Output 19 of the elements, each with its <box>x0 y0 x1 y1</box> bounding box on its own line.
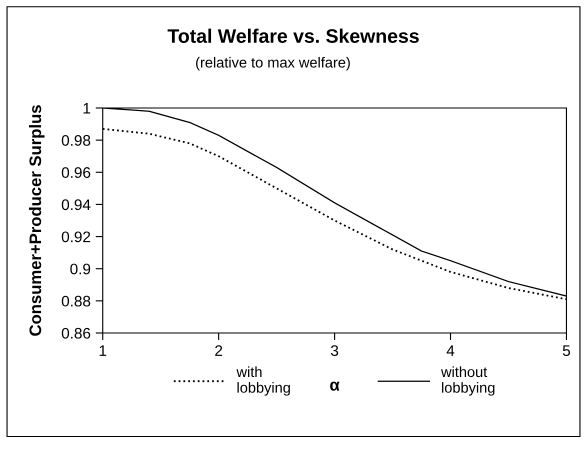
y-tick-label: 0.88 <box>62 296 90 307</box>
y-tick-label: 0.92 <box>62 231 90 242</box>
y-tick-label: 0.98 <box>62 135 90 146</box>
chart-subtitle: (relative to max welfare) <box>196 56 350 71</box>
x-tick-label: 1 <box>100 345 106 356</box>
x-tick-label: 3 <box>330 345 338 356</box>
x-tick-label: 5 <box>562 345 570 356</box>
legend-label: with lobbying <box>236 366 290 396</box>
chart-title: Total Welfare vs. Skewness <box>168 28 419 43</box>
y-tick-label: 0.96 <box>62 167 90 178</box>
y-tick-label: 0.94 <box>62 199 90 210</box>
x-axis-title: α <box>330 382 340 391</box>
y-tick-label: 1 <box>84 103 90 114</box>
y-tick-label: 0.9 <box>70 264 90 274</box>
x-tick-label: 4 <box>446 345 454 356</box>
y-tick-label: 0.86 <box>62 328 90 339</box>
y-axis-title: Consumer+Producer Surplus <box>28 105 45 336</box>
legend-label: without lobbying <box>441 366 494 396</box>
x-tick-label: 2 <box>215 345 222 356</box>
